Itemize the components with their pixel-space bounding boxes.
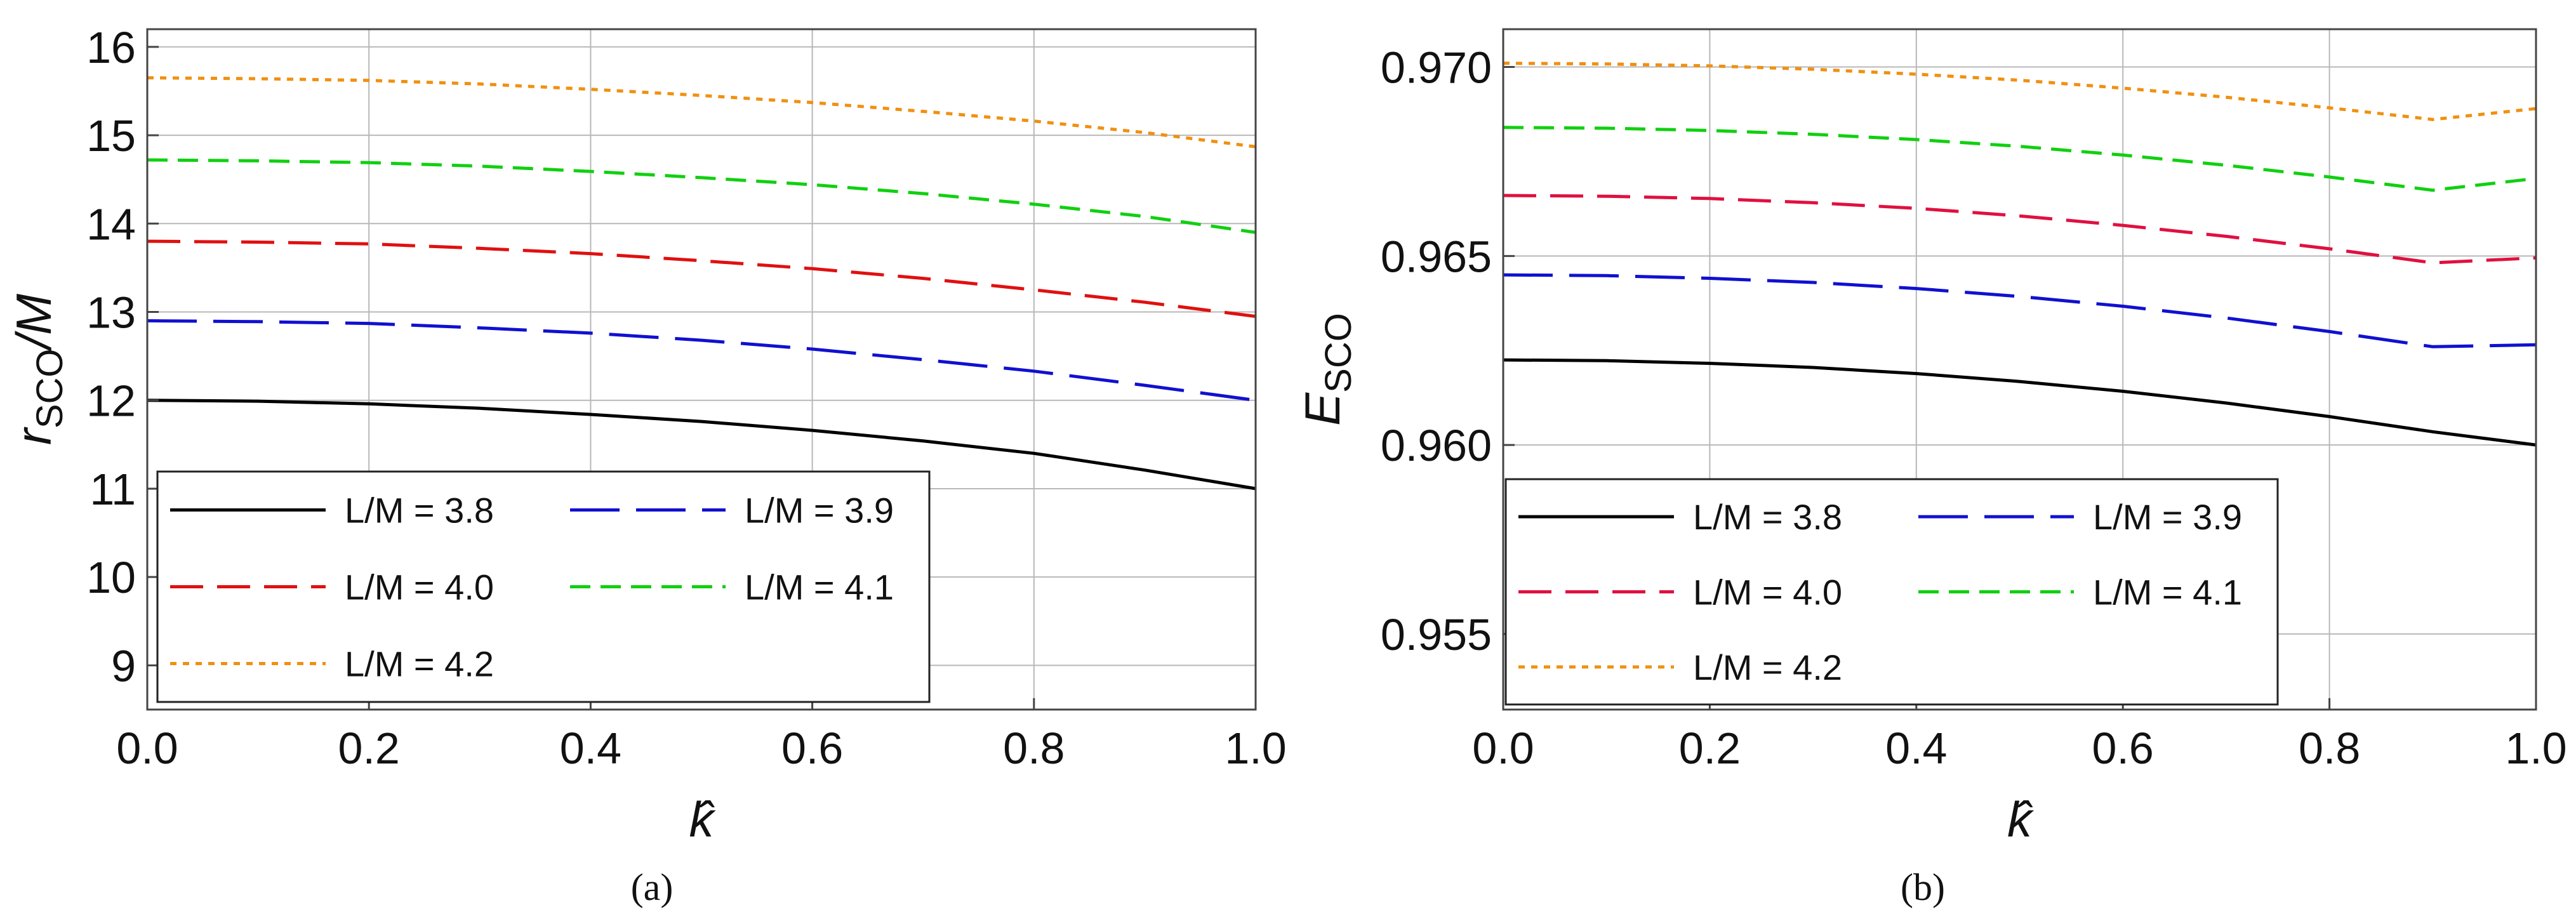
legend-entry-label: L/M = 3.8 [1693,497,1842,537]
y-tick-label: 0.960 [1381,421,1492,470]
y-tick-label: 0.970 [1381,43,1492,93]
x-tick-label: 1.0 [1225,724,1286,773]
y-axis-label-subscript: SCO [29,348,70,428]
x-tick-label: 0.4 [1885,724,1947,773]
x-tick-label: 0.0 [116,724,178,773]
y-tick-label: 12 [86,376,136,426]
y-axis-label-subscript: SCO [1318,313,1359,393]
chart-panel-a: 0.0 0.2 0.4 0.6 0.8 1.0 9 10 11 12 13 14 15 16 rSCO/M k… [6,23,1287,908]
y-tick-label: 0.965 [1381,232,1492,281]
legend-entry-label: L/M = 4.0 [1693,572,1842,612]
legend-entry-label: L/M = 3.9 [745,491,894,531]
series-line-38 [1503,358,2537,447]
y-tick-label: 14 [86,199,136,249]
y-tick-label: 15 [86,111,136,161]
y-axis-label: ESCO [1294,313,1359,426]
panel-caption: (b) [1901,866,1945,908]
y-tick-label: 13 [86,288,136,338]
y-tick-label: 16 [86,23,136,72]
legend: L/M = 3.8 L/M = 3.9 L/M = 4.0 L/M = 4.1 L/M … [1504,478,2279,706]
series-line-41 [1503,126,2537,192]
series-line-39 [1503,273,2537,348]
x-tick-label: 0.2 [1679,724,1741,773]
x-axis-label: k̂ [689,791,717,847]
y-tick-label: 11 [90,465,136,514]
x-tick-label: 0.6 [2092,724,2154,773]
y-axis-label-main: E [1294,392,1350,426]
x-tick-label: 0.2 [338,724,400,773]
legend-entry-label: L/M = 3.8 [345,491,494,531]
y-axis-label-tail: /M [6,294,62,352]
legend-entry-label: L/M = 4.2 [1693,647,1842,687]
y-axis-label: rSCO/M [6,294,70,445]
y-tick-label: 0.955 [1381,610,1492,659]
x-tick-label: 0.6 [781,724,843,773]
legend-entry-label: L/M = 4.1 [2093,572,2242,612]
x-axis-label: k̂ [2007,791,2035,847]
panel-caption: (a) [631,866,674,908]
series-line-40 [147,239,1256,318]
legend-entry-label: L/M = 3.9 [2093,497,2242,537]
plot-frame [1502,28,2537,711]
y-tick-label: 10 [86,553,136,602]
legend: L/M = 3.8 L/M = 3.9 L/M = 4.0 L/M = 4.1 L/M … [156,470,931,703]
series-line-38 [147,399,1256,491]
y-tick-label: 9 [111,641,136,691]
series-line-40 [1503,194,2537,265]
series-line-42 [147,76,1256,149]
plot-frame [146,28,1257,711]
x-tick-label: 0.0 [1472,724,1534,773]
x-tick-label: 0.8 [1003,724,1065,773]
legend-entry-label: L/M = 4.0 [345,567,494,607]
series-line-42 [1503,62,2537,121]
legend-entry-label: L/M = 4.2 [345,644,494,684]
x-tick-label: 0.4 [560,724,621,773]
x-tick-label: 0.8 [2299,724,2360,773]
x-tick-label: 1.0 [2505,724,2566,773]
legend-entry-label: L/M = 4.1 [745,567,894,607]
chart-panel-b: 0.0 0.2 0.4 0.6 0.8 1.0 0.955 0.960 0.965 0.970 ES… [1294,28,2567,908]
series-line-39 [147,319,1256,402]
y-axis-label-main: r [6,426,62,445]
series-line-41 [147,158,1256,234]
